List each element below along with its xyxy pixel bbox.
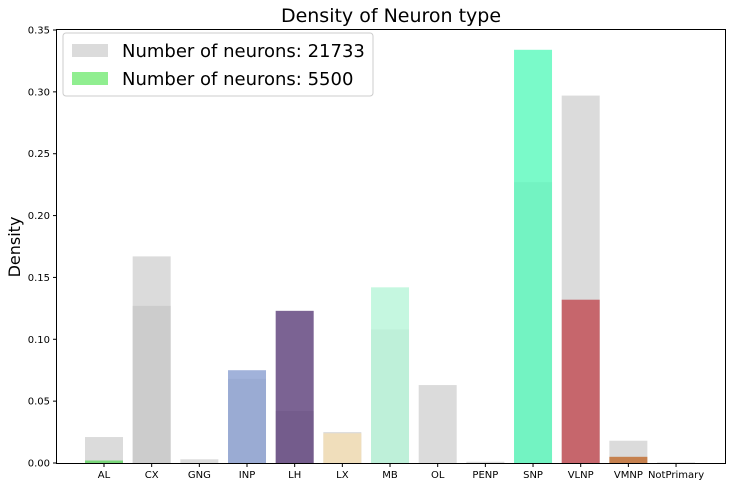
y-tick-label: 0.25 — [28, 149, 50, 160]
x-tick-label: VMNP — [614, 470, 643, 481]
x-axis-ticks: AL CX GNG INP LH LX MB OL PENP SNP VLNP VMNP NotPrim… — [98, 463, 704, 481]
y-tick-label: 0.15 — [28, 273, 50, 284]
x-tick-label: CX — [145, 470, 159, 481]
series-bars-subset-neurons — [85, 49, 648, 464]
x-tick-label: PENP — [472, 470, 498, 481]
bar-vmnp — [609, 456, 648, 463]
y-tick-label: 0.00 — [28, 459, 50, 470]
x-tick-label: GNG — [188, 470, 211, 481]
y-tick-label: 0.10 — [28, 335, 50, 346]
bar-gng — [180, 459, 219, 463]
bar-cx — [132, 305, 171, 463]
legend-label-all-neurons: Number of neurons: 21733 — [122, 41, 365, 62]
bar-lx — [323, 433, 362, 463]
y-axis-label: Density — [5, 217, 24, 278]
bar-snp — [514, 49, 553, 464]
x-tick-label: AL — [98, 470, 111, 481]
x-tick-label: LH — [288, 470, 301, 481]
y-axis-ticks: 0.00 0.05 0.10 0.15 0.20 0.25 0.30 0.35 — [28, 26, 57, 470]
legend-swatch-subset-neurons — [72, 72, 108, 85]
bar-inp — [228, 370, 267, 463]
x-tick-label: VLNP — [568, 470, 594, 481]
legend: Number of neurons: 21733 Number of neuro… — [62, 32, 374, 97]
legend-swatch-all-neurons — [72, 44, 108, 57]
bar-penp — [466, 461, 505, 463]
x-tick-label: SNP — [523, 470, 543, 481]
x-tick-label: LX — [336, 470, 349, 481]
chart-title: Density of Neuron type — [281, 5, 501, 27]
y-tick-label: 0.35 — [28, 26, 50, 37]
bar-lh — [275, 310, 314, 463]
y-tick-label: 0.20 — [28, 211, 50, 222]
x-tick-label: MB — [382, 470, 398, 481]
bar-al — [85, 437, 123, 463]
x-tick-label: INP — [239, 470, 255, 481]
bar-vlnp — [561, 299, 600, 463]
plot-frame — [56, 29, 726, 464]
legend-frame — [62, 32, 374, 97]
bar-notprimary — [657, 462, 696, 463]
bar-al — [85, 460, 123, 463]
y-tick-label: 0.30 — [28, 87, 50, 98]
bar-mb — [371, 287, 410, 463]
x-tick-label: OL — [431, 470, 445, 481]
y-tick-label: 0.05 — [28, 397, 50, 408]
bar-ol — [418, 385, 457, 463]
x-tick-label: NotPrimary — [648, 470, 704, 481]
legend-label-subset-neurons: Number of neurons: 5500 — [122, 69, 353, 90]
